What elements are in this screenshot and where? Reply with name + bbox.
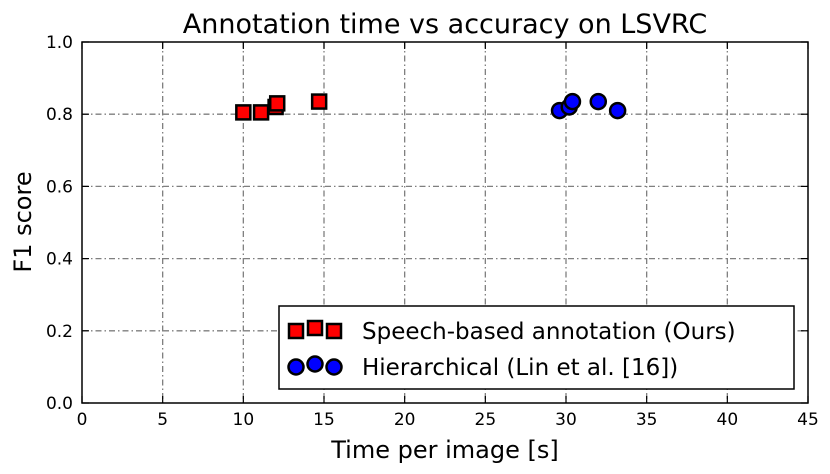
x-tick-label: 10 xyxy=(233,410,255,430)
legend-marker xyxy=(325,322,343,340)
x-axis-label: Time per image [s] xyxy=(330,436,558,464)
y-tick-label: 0.2 xyxy=(46,322,73,342)
y-tick-label: 0.4 xyxy=(46,250,73,270)
y-tick-label: 0.0 xyxy=(46,394,73,414)
legend-entry-2: Hierarchical (Lin et al. [16]) xyxy=(287,355,678,381)
hierarchical-point xyxy=(608,101,627,120)
legend-marker xyxy=(306,355,324,373)
legend-marker xyxy=(287,358,305,376)
x-tick-label: 25 xyxy=(475,410,497,430)
x-tick-label: 0 xyxy=(77,410,88,430)
y-axis-label: F1 score xyxy=(9,171,37,272)
plot-frame xyxy=(81,41,809,404)
y-tick-label: 0.6 xyxy=(46,177,73,197)
speech-point xyxy=(252,104,270,121)
chart-title: Annotation time vs accuracy on LSVRC xyxy=(183,9,707,40)
legend: Speech-based annotation (Ours) Hierarchic… xyxy=(278,305,795,390)
legend-marker xyxy=(325,358,343,376)
data-points xyxy=(235,92,627,121)
y-tick-label: 0.8 xyxy=(46,105,73,125)
legend-marker xyxy=(306,319,324,337)
series-2 xyxy=(550,92,627,120)
y-tick-label: 1.0 xyxy=(46,33,73,53)
x-tick-label: 20 xyxy=(394,410,416,430)
speech-point xyxy=(235,104,252,121)
hierarchical-point xyxy=(589,92,608,111)
axis-ticks: 0 5 10 15 20 25 30 35 40 45 0.0 0.2 0.4 0.6 0.8 1.0 xyxy=(46,33,819,430)
x-tick-label: 40 xyxy=(717,410,739,430)
x-tick-label: 30 xyxy=(555,410,577,430)
x-tick-label: 35 xyxy=(636,410,658,430)
legend-label: Hierarchical (Lin et al. [16]) xyxy=(362,355,678,381)
series-1 xyxy=(235,93,328,121)
legend-box xyxy=(278,305,795,390)
speech-point xyxy=(268,95,286,112)
legend-entry-1: Speech-based annotation (Ours) xyxy=(287,319,736,345)
x-tick-label: 45 xyxy=(797,410,819,430)
legend-label: Speech-based annotation (Ours) xyxy=(362,319,736,345)
speech-point xyxy=(310,93,328,110)
x-tick-label: 15 xyxy=(313,410,335,430)
x-tick-label: 5 xyxy=(157,410,168,430)
hierarchical-point xyxy=(563,92,582,111)
legend-marker xyxy=(287,322,305,340)
